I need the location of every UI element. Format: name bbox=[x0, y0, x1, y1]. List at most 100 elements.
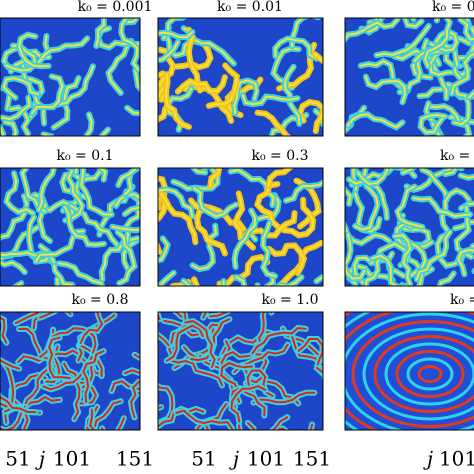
stripe-core bbox=[18, 33, 50, 68]
x-tick-label: j bbox=[35, 447, 45, 471]
stripe-core bbox=[158, 333, 170, 347]
stripe-core bbox=[175, 409, 234, 430]
stripe-core bbox=[95, 18, 105, 48]
stripe-core bbox=[28, 216, 51, 263]
stripe-core bbox=[172, 168, 219, 190]
stripe-core bbox=[10, 373, 47, 410]
stripe-core bbox=[420, 168, 448, 201]
panel-label: k₀ = 0 bbox=[440, 148, 474, 164]
stripe-core bbox=[0, 316, 8, 344]
stripe-core bbox=[402, 239, 427, 286]
stripe-core bbox=[415, 231, 451, 281]
stripe-core bbox=[39, 312, 56, 319]
stripe-core bbox=[450, 52, 474, 95]
stripe-core bbox=[459, 18, 474, 41]
stripe-core bbox=[4, 121, 17, 136]
stripe-core bbox=[0, 405, 26, 430]
stripe-core bbox=[48, 336, 71, 379]
stripe-core bbox=[49, 65, 94, 108]
panel-frame bbox=[344, 17, 474, 137]
stripe-core bbox=[345, 233, 366, 280]
stripe-core bbox=[64, 206, 105, 246]
stripe-core bbox=[66, 312, 72, 316]
stripe-core bbox=[431, 122, 441, 136]
stripe-core bbox=[162, 18, 184, 40]
stripe-core bbox=[122, 237, 140, 270]
stripe-core bbox=[158, 107, 167, 121]
stripe-core bbox=[37, 168, 69, 211]
pattern-panel bbox=[158, 18, 323, 136]
stripe-core bbox=[74, 168, 107, 181]
stripe-core bbox=[244, 212, 296, 237]
stripe-core bbox=[290, 332, 323, 366]
x-tick-label: j bbox=[423, 447, 433, 471]
panel-label: k₀ = 0.3 bbox=[252, 148, 309, 164]
stripe-core bbox=[347, 178, 388, 219]
stripe-core bbox=[165, 73, 190, 128]
pattern-panel bbox=[345, 18, 474, 136]
stripe-core bbox=[427, 105, 471, 136]
stripe-core bbox=[160, 192, 197, 244]
pattern-panel bbox=[0, 18, 140, 136]
stripe-core bbox=[251, 326, 307, 355]
panel-frame bbox=[0, 167, 141, 287]
stripe-core bbox=[284, 65, 301, 125]
stripe-core bbox=[220, 361, 254, 393]
pattern-panel bbox=[0, 168, 140, 286]
stripe-core bbox=[79, 312, 104, 344]
panel-frame bbox=[157, 311, 324, 431]
stripe-core bbox=[241, 94, 299, 106]
pattern-panel bbox=[0, 312, 140, 430]
stripe-core bbox=[115, 193, 140, 207]
x-tick-label: 101 bbox=[247, 447, 285, 471]
stripe-core bbox=[126, 69, 140, 115]
stripe-core bbox=[130, 380, 140, 419]
stripe-core bbox=[298, 100, 323, 132]
stripe-core bbox=[229, 168, 275, 207]
x-tick-label: 101 bbox=[439, 447, 474, 471]
stripe-core bbox=[158, 31, 194, 39]
stripe-core bbox=[441, 189, 470, 233]
panel-label: k₀ = 0 bbox=[432, 0, 474, 15]
stripe-core bbox=[256, 111, 289, 136]
x-tick-label: 101 bbox=[53, 447, 91, 471]
stripe-core bbox=[252, 391, 316, 404]
stripe-core bbox=[0, 261, 26, 274]
stripe-core bbox=[345, 18, 399, 41]
stripe-core bbox=[268, 244, 305, 275]
stripe-core bbox=[191, 224, 217, 271]
panel-label: k₀ = 0.01 bbox=[217, 0, 283, 15]
stripe-core bbox=[283, 198, 315, 237]
stripe-core bbox=[267, 168, 291, 187]
panel-label: k₀ = 1.0 bbox=[262, 292, 319, 308]
stripe-core bbox=[187, 28, 201, 92]
stripe-core bbox=[193, 187, 238, 218]
stripe-core bbox=[163, 320, 221, 337]
stripe-core bbox=[393, 234, 412, 286]
stripe-core bbox=[93, 400, 122, 430]
stripe-core bbox=[354, 192, 381, 233]
ring bbox=[406, 357, 454, 391]
pattern-panel bbox=[345, 168, 474, 286]
pattern-panel bbox=[158, 312, 323, 430]
pattern-panel bbox=[345, 312, 474, 430]
stripe-core bbox=[235, 273, 274, 286]
stripe-core bbox=[184, 85, 233, 122]
pattern-panel bbox=[158, 168, 323, 286]
stripe-core bbox=[158, 177, 166, 210]
stripe-core bbox=[31, 37, 89, 67]
x-tick-label: 151 bbox=[116, 447, 154, 471]
stripe-core bbox=[345, 188, 352, 205]
stripe-core bbox=[123, 369, 140, 375]
stripe-core bbox=[459, 174, 474, 179]
stripe-core bbox=[401, 272, 455, 286]
stripe-core bbox=[123, 206, 140, 216]
stripe-core bbox=[124, 18, 138, 24]
stripe-core bbox=[64, 169, 84, 222]
panel-label: k₀ = bbox=[450, 292, 474, 308]
panel-frame bbox=[0, 311, 141, 431]
ring bbox=[417, 365, 443, 383]
x-tick-label: 51 bbox=[191, 447, 216, 471]
stripe-core bbox=[364, 75, 406, 104]
stripe-core bbox=[196, 207, 226, 255]
